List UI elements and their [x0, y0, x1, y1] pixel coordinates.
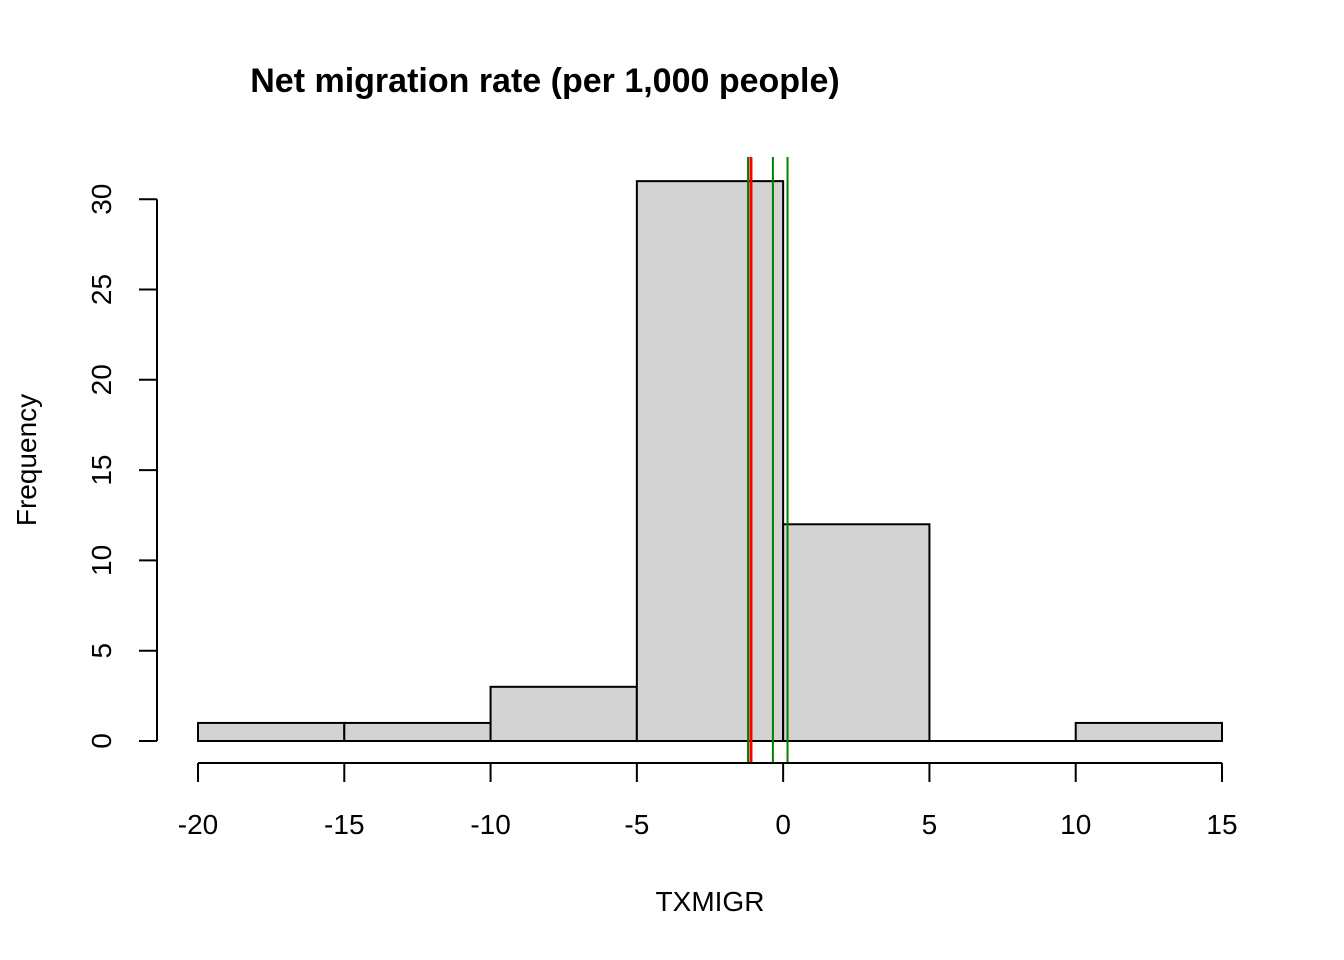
x-tick-label: -20	[178, 809, 218, 840]
x-axis: -20 -15 -10 -5 0 5 10 15	[178, 762, 1238, 840]
x-tick-label: -15	[324, 809, 364, 840]
y-tick-label: 0	[86, 733, 117, 749]
x-tick-label: 10	[1060, 809, 1091, 840]
x-tick-label: -10	[470, 809, 510, 840]
histogram-bar	[197, 721, 346, 743]
x-tick-label: 5	[922, 809, 938, 840]
histogram-bar	[782, 523, 931, 743]
y-tick-label: 25	[86, 274, 117, 305]
reference-lines-group	[747, 157, 789, 763]
bars-group	[197, 180, 1223, 743]
y-tick-label: 15	[86, 455, 117, 486]
histogram-bar	[343, 721, 492, 743]
x-tick-label: -5	[624, 809, 649, 840]
x-axis-label: TXMIGR	[656, 886, 765, 917]
y-tick-label: 10	[86, 545, 117, 576]
histogram-bar	[489, 685, 638, 743]
y-axis: 0 5 10 15 20 25 30	[86, 184, 158, 749]
chart-title: Net migration rate (per 1,000 people)	[250, 62, 840, 100]
histogram-bar	[635, 180, 785, 742]
y-axis-label: Frequency	[11, 394, 42, 526]
x-tick-label: 15	[1206, 809, 1237, 840]
x-tick-label: 0	[775, 809, 791, 840]
y-tick-label: 20	[86, 364, 117, 395]
y-tick-label: 30	[86, 184, 117, 215]
y-tick-label: 5	[86, 643, 117, 659]
histogram-bar	[1074, 721, 1223, 743]
